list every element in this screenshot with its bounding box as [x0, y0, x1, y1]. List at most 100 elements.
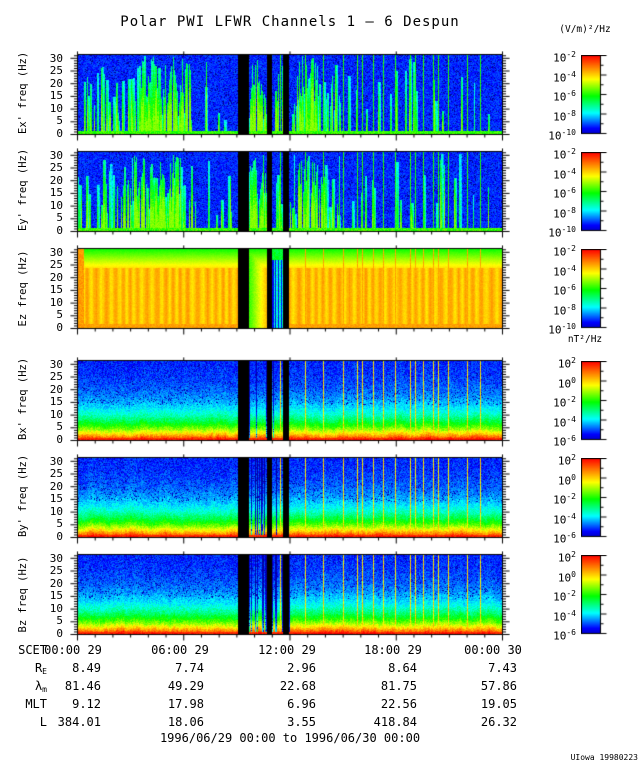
scet-tick-label: 12:00 29: [258, 643, 316, 657]
ephemeris-value: 8.49: [72, 661, 101, 675]
panel-ey-ylabel: Ey' freq (Hz): [17, 148, 29, 231]
ephemeris-value: 7.74: [175, 661, 204, 675]
y-tick-label: 30: [49, 148, 63, 162]
colorbar-tick-label: 100: [557, 569, 576, 585]
colorbar-bx: [581, 361, 608, 442]
colorbar-tick-label: 10-10: [548, 322, 576, 337]
colorbar-tick-label: 10-10: [548, 128, 576, 143]
colorbar-tick-label: 10-6: [553, 186, 576, 201]
ephemeris-value: 49.29: [167, 679, 204, 693]
row-label-text: L: [39, 715, 47, 729]
y-tick-label: 20: [49, 270, 63, 284]
colorbar-by: [581, 458, 608, 539]
ephemeris-value: 81.46: [64, 679, 101, 693]
y-tick-label: 5: [56, 517, 63, 531]
y-tick-label: 5: [56, 114, 63, 128]
colorbar-ey: [581, 152, 608, 233]
spectrogram-panel-ey: [70, 148, 510, 239]
colorbar-tick-label: 10-6: [553, 434, 576, 449]
colorbar-tick-label: 10-8: [553, 108, 576, 124]
panel-bz-ylabel: Bz freq (Hz): [17, 556, 29, 633]
y-tick-label: 5: [56, 211, 63, 225]
y-tick-label: 20: [49, 76, 63, 90]
ephemeris-row-label-re: RE: [0, 661, 47, 679]
panel-bx-ylabel: Bx' freq (Hz): [17, 357, 29, 440]
y-tick-label: 10: [49, 198, 63, 212]
y-tick-label: 10: [49, 504, 63, 518]
colorbar-tick-label: 10-4: [553, 511, 576, 527]
y-tick-label: 5: [56, 308, 63, 322]
ephemeris-value: 9.12: [72, 697, 101, 711]
scet-tick-label: 00:00 30: [464, 643, 522, 657]
y-tick-label: 15: [49, 589, 63, 603]
ephemeris-value: 17.98: [167, 697, 204, 711]
ephemeris-value: 81.75: [380, 679, 417, 693]
y-tick-label: 30: [49, 357, 63, 371]
y-tick-label: 30: [49, 551, 63, 565]
ephemeris-row-label-mlt: MLT: [0, 697, 47, 715]
y-tick-label: 25: [49, 161, 63, 175]
ephemeris-value: 22.68: [279, 679, 316, 693]
y-tick-label: 25: [49, 467, 63, 481]
ephemeris-value: 19.05: [480, 697, 517, 711]
spectrogram-panel-bx: [70, 357, 510, 448]
y-tick-label: 25: [49, 564, 63, 578]
panel-ez-ylabel: Ez freq (Hz): [17, 250, 29, 327]
row-label-sub: m: [42, 685, 47, 694]
colorbar-tick-label: 10-2: [553, 244, 576, 259]
ephemeris-value: 2.96: [287, 661, 316, 675]
colorbar-tick-label: 10-4: [553, 263, 576, 279]
y-tick-label: 10: [49, 295, 63, 309]
y-tick-label: 10: [49, 601, 63, 615]
colorbar-tick-label: 10-6: [553, 283, 576, 298]
colorbar-ez: [581, 249, 608, 330]
y-tick-label: 0: [56, 321, 63, 334]
e-colorbar-units-label: (V/m)²/Hz: [559, 24, 611, 35]
colorbar-tick-label: 10-4: [553, 414, 576, 430]
y-tick-label: 20: [49, 382, 63, 396]
colorbar-bz: [581, 555, 608, 636]
colorbar-tick-label: 10-4: [553, 166, 576, 182]
y-tick-label: 15: [49, 492, 63, 506]
ephemeris-row-label-l: L: [0, 715, 47, 733]
colorbar-tick-label: 10-2: [553, 147, 576, 162]
spectrogram-panel-ez: [70, 245, 510, 336]
ephemeris-value: 3.55: [287, 715, 316, 729]
y-tick-label: 30: [49, 454, 63, 468]
spectrogram-panel-ex: [70, 51, 510, 142]
ephemeris-value: 7.43: [488, 661, 517, 675]
ephemeris-value: 6.96: [287, 697, 316, 711]
colorbar-ex: [581, 55, 608, 136]
row-label-text: SCET: [18, 643, 47, 657]
ephemeris-row-label-lambda-m: λm: [0, 679, 47, 697]
y-tick-label: 10: [49, 407, 63, 421]
colorbar-tick-label: 102: [557, 356, 576, 371]
colorbar-tick-label: 10-8: [553, 302, 576, 318]
colorbar-tick-label: 10-6: [553, 628, 576, 643]
ephemeris-row-label-scet: SCET: [0, 643, 47, 661]
scet-tick-label: 18:00 29: [364, 643, 422, 657]
y-tick-label: 0: [56, 530, 63, 543]
y-tick-label: 15: [49, 395, 63, 409]
y-tick-label: 20: [49, 576, 63, 590]
colorbar-tick-label: 10-10: [548, 225, 576, 240]
y-tick-label: 0: [56, 433, 63, 446]
colorbar-tick-label: 100: [557, 472, 576, 488]
plot-title: Polar PWI LFWR Channels 1 — 6 Despun: [120, 14, 460, 30]
y-tick-label: 0: [56, 627, 63, 640]
y-tick-label: 15: [49, 89, 63, 103]
ephemeris-value: 57.86: [480, 679, 517, 693]
colorbar-tick-label: 10-6: [553, 531, 576, 546]
credit-stamp: UIowa 19980223: [570, 753, 638, 762]
y-tick-label: 25: [49, 64, 63, 78]
colorbar-tick-label: 10-2: [553, 395, 576, 410]
y-tick-label: 30: [49, 51, 63, 65]
colorbar-tick-label: 10-6: [553, 89, 576, 104]
scet-tick-label: 00:00 29: [44, 643, 102, 657]
y-tick-label: 20: [49, 173, 63, 187]
ephemeris-value: 384.01: [57, 715, 101, 729]
y-tick-label: 10: [49, 101, 63, 115]
y-tick-label: 20: [49, 479, 63, 493]
panel-ex-ylabel: Ex' freq (Hz): [17, 51, 29, 134]
